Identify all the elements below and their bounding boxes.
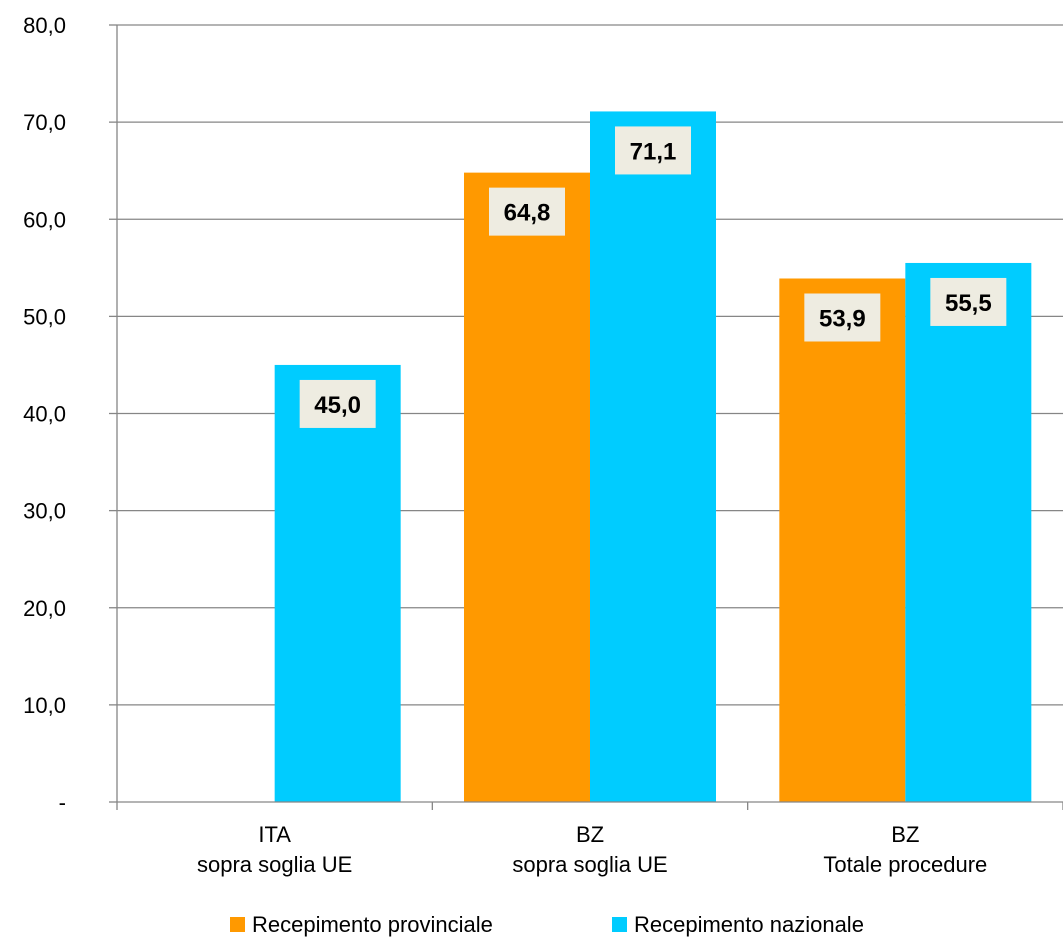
- x-category-label-line: Totale procedure: [823, 852, 987, 877]
- y-tick-label: 70,0: [23, 110, 66, 135]
- x-category-label-line: sopra soglia UE: [512, 852, 667, 877]
- legend: Recepimento provinciale Recepimento nazio…: [230, 912, 864, 937]
- x-category-label-line: sopra soglia UE: [197, 852, 352, 877]
- data-label: 45,0: [314, 392, 361, 419]
- x-category-label: BZ Totale procedure: [823, 822, 987, 877]
- x-category-label: ITA sopra soglia UE: [197, 822, 352, 877]
- y-axis: - 10,0 20,0 30,0 40,0 50,0 60,0 70,0 80,0: [23, 13, 118, 815]
- x-category-label: BZ sopra soglia UE: [512, 822, 667, 877]
- data-label: 53,9: [819, 305, 866, 332]
- data-label-box: [930, 277, 1007, 326]
- y-tick-label: 10,0: [23, 693, 66, 718]
- data-label-box: [804, 293, 881, 342]
- bar: [464, 172, 590, 802]
- data-label-box: [299, 379, 376, 428]
- bars: [274, 111, 1032, 803]
- y-tick-label: 80,0: [23, 13, 66, 38]
- y-tick-label: 40,0: [23, 402, 66, 427]
- bar: [779, 278, 906, 803]
- data-label: 55,5: [945, 290, 992, 317]
- data-label: 64,8: [504, 200, 551, 227]
- data-labels: 64,8 53,9 45,0 71,1 55,5: [299, 126, 1007, 428]
- x-category-label-line: BZ: [891, 822, 919, 847]
- legend-label: Recepimento nazionale: [634, 912, 864, 937]
- data-label-box: [489, 187, 565, 236]
- y-tick-label: 20,0: [23, 596, 66, 621]
- y-tick-label: 50,0: [23, 304, 66, 329]
- data-label: 71,1: [630, 138, 677, 165]
- y-tick-label: 60,0: [23, 207, 66, 232]
- bar: [274, 364, 401, 802]
- legend-label: Recepimento provinciale: [252, 912, 493, 937]
- legend-swatch: [230, 917, 245, 932]
- x-axis: ITA sopra soglia UE BZ sopra soglia UE BZ Tot…: [116, 801, 1063, 877]
- y-tick-label: -: [59, 790, 66, 815]
- legend-swatch: [612, 917, 627, 932]
- data-label-box: [615, 126, 691, 175]
- y-tick-label: 30,0: [23, 499, 66, 524]
- x-category-label-line: ITA: [258, 822, 291, 847]
- bar: [590, 111, 716, 802]
- x-category-label-line: BZ: [576, 822, 604, 847]
- bar: [905, 262, 1032, 802]
